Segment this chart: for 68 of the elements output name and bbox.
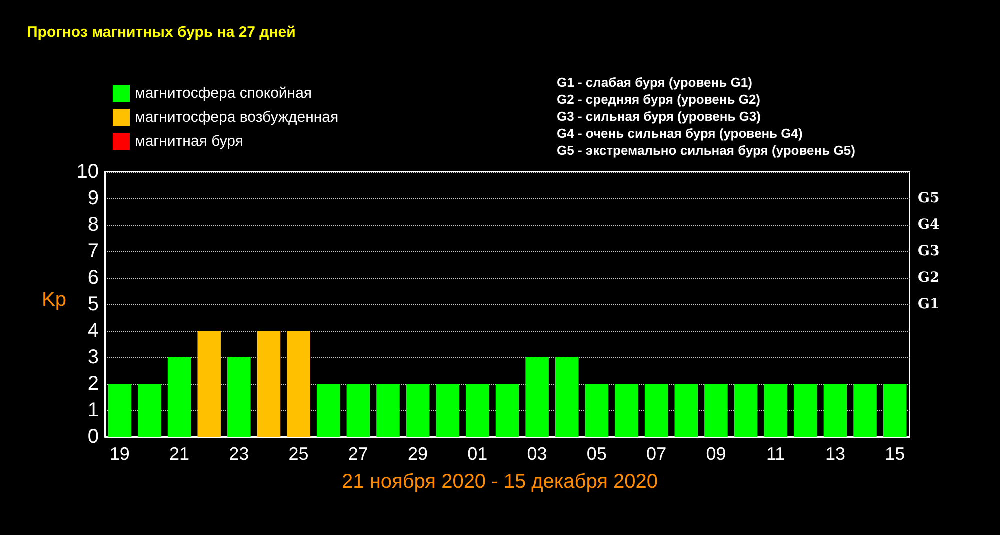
bar bbox=[376, 384, 400, 437]
text: G4 bbox=[918, 217, 940, 233]
bar bbox=[794, 384, 818, 437]
x-tick-label: 25 bbox=[288, 444, 309, 464]
x-tick-label: 27 bbox=[348, 444, 368, 464]
chart-title: Прогноз магнитных бурь на 27 дней bbox=[27, 24, 296, 41]
bar bbox=[854, 384, 877, 437]
y-tick-label: 7 bbox=[88, 240, 99, 262]
x-tick-label: 19 bbox=[110, 444, 130, 464]
y-tick-label: 9 bbox=[88, 188, 99, 210]
bar bbox=[436, 384, 460, 437]
y-tick-label: 4 bbox=[88, 320, 99, 342]
y-tick-label: 5 bbox=[88, 294, 99, 316]
y-tick-label: 1 bbox=[88, 400, 99, 422]
bar bbox=[644, 384, 668, 437]
y-tick-label: 8 bbox=[88, 214, 99, 236]
bar bbox=[287, 331, 310, 437]
legend-label: магнитосфера спокойная bbox=[135, 85, 312, 102]
bar bbox=[883, 384, 907, 437]
bar bbox=[704, 384, 728, 437]
bar bbox=[674, 384, 698, 437]
x-tick-label: 05 bbox=[586, 444, 607, 464]
text: G1 - слабая буря (уровень G1) bbox=[557, 75, 752, 90]
bar bbox=[615, 384, 638, 437]
bar bbox=[198, 331, 221, 437]
text: G2 - средняя буря (уровень G2) bbox=[557, 92, 761, 107]
x-tick-label: 09 bbox=[706, 444, 726, 464]
y-tick-label: 2 bbox=[88, 373, 99, 395]
bar bbox=[406, 384, 430, 437]
x-tick-label: 21 bbox=[170, 444, 190, 464]
y-tick-label: 3 bbox=[88, 346, 99, 368]
bar bbox=[257, 331, 281, 437]
y-tick-label: 6 bbox=[88, 267, 99, 289]
bar bbox=[585, 384, 609, 437]
text: G4 - очень сильная буря (уровень G4) bbox=[557, 126, 803, 141]
bar bbox=[824, 384, 848, 437]
text: G2 bbox=[918, 270, 940, 286]
bar bbox=[346, 384, 370, 437]
bar bbox=[496, 384, 520, 437]
legend-label: магнитная буря bbox=[135, 133, 244, 150]
bar bbox=[734, 384, 758, 437]
text: G5 bbox=[918, 190, 940, 206]
bar bbox=[138, 384, 162, 437]
bar bbox=[228, 358, 251, 437]
bar bbox=[556, 358, 579, 437]
bar bbox=[466, 384, 490, 437]
x-tick-label: 15 bbox=[885, 444, 906, 464]
bar bbox=[108, 384, 132, 437]
y-tick-label: 10 bbox=[76, 161, 99, 183]
text: G3 bbox=[918, 244, 940, 260]
text: G5 - экстремально сильная буря (уровень G5) bbox=[557, 143, 856, 158]
x-tick-label: 01 bbox=[468, 444, 488, 464]
y-axis-title: Kp bbox=[42, 289, 66, 311]
bar bbox=[316, 384, 340, 437]
x-tick-label: 03 bbox=[527, 444, 548, 464]
x-tick-label: 29 bbox=[408, 444, 428, 464]
x-tick-label: 13 bbox=[825, 444, 846, 464]
x-tick-label: 11 bbox=[766, 444, 786, 464]
text: G3 - сильная буря (уровень G3) bbox=[557, 109, 761, 124]
x-tick-label: 07 bbox=[646, 444, 667, 464]
text: G1 bbox=[918, 296, 940, 312]
bar bbox=[764, 384, 788, 437]
y-tick-label: 0 bbox=[88, 426, 99, 448]
legend-label: магнитосфера возбужденная bbox=[135, 109, 339, 126]
bar bbox=[168, 358, 192, 437]
bar bbox=[526, 358, 549, 437]
x-axis-title: 21 ноября 2020 - 15 декабря 2020 bbox=[342, 471, 658, 493]
x-tick-label: 23 bbox=[229, 444, 250, 464]
